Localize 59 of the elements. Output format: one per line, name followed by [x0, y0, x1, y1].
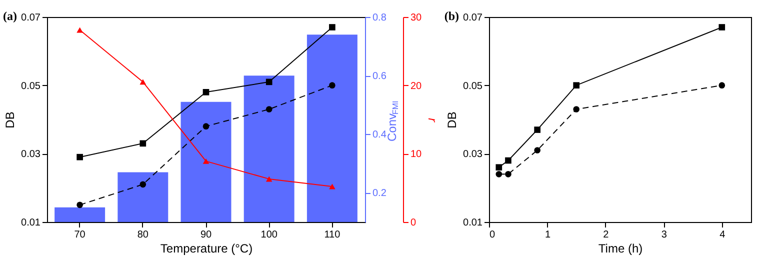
point — [573, 82, 580, 88]
point — [496, 164, 502, 170]
y2-tick-label: 0.2 — [372, 188, 387, 200]
text: (b) — [444, 9, 459, 23]
point — [329, 24, 336, 30]
y-tick-label: 0.05 — [21, 80, 41, 92]
point — [718, 82, 726, 88]
y3-tick-label: 0 — [410, 218, 416, 228]
point — [140, 181, 146, 188]
point — [202, 89, 210, 96]
point — [140, 79, 146, 85]
x-tick-label: 1 — [544, 230, 551, 240]
point — [76, 202, 83, 208]
x-tick-label: 110 — [324, 230, 341, 240]
point — [202, 123, 210, 130]
y-tick-label: 0.01 — [463, 218, 483, 228]
x-tick-label: 100 — [260, 230, 278, 240]
y3-tick-label: 10 — [410, 149, 422, 160]
x-tick-label: 80 — [137, 230, 149, 240]
point — [76, 27, 83, 33]
point — [266, 106, 272, 112]
x-tick-label: 90 — [200, 230, 212, 240]
y-tick-label: 0.07 — [21, 12, 41, 24]
point — [329, 82, 336, 88]
x-tick-label: 2 — [603, 230, 610, 240]
x-axis-title: Temperature (°C) — [160, 242, 253, 256]
y3-tick-label: 20 — [410, 80, 422, 92]
y-axis-title: DB — [3, 112, 18, 128]
x-tick-label: 3 — [661, 230, 668, 240]
point — [140, 140, 146, 147]
text: (a) — [3, 9, 17, 23]
x-tick-label: 4 — [720, 230, 726, 240]
point — [573, 106, 580, 112]
point — [505, 157, 512, 164]
x-tick-label: 70 — [74, 230, 86, 240]
y-tick-label: 0.03 — [21, 149, 41, 160]
y3-tick-label: 30 — [410, 12, 422, 24]
y2-tick-label: 0.4 — [372, 130, 387, 141]
y-axis-title: DB — [445, 112, 460, 128]
point — [718, 24, 726, 30]
y-tick-label: 0.05 — [463, 80, 483, 92]
point — [329, 184, 336, 190]
y-tick-label: 0.07 — [463, 12, 483, 24]
point — [202, 158, 210, 164]
y2-axis-title: ConvFMI — [385, 100, 400, 142]
x-tick-label: 0 — [490, 230, 496, 240]
point — [76, 154, 83, 160]
point — [266, 176, 272, 182]
point — [534, 126, 540, 133]
y-tick-label: 0.01 — [21, 218, 41, 228]
point — [505, 171, 512, 178]
y2-tick-label: 0.6 — [372, 71, 387, 82]
y2-tick-label: 0.8 — [372, 12, 387, 24]
point — [266, 78, 272, 86]
point — [496, 171, 502, 178]
y-tick-label: 0.03 — [463, 149, 483, 160]
x-axis-title: Time (h) — [598, 242, 643, 256]
y3-axis-title: r — [426, 118, 440, 123]
point — [534, 147, 540, 154]
